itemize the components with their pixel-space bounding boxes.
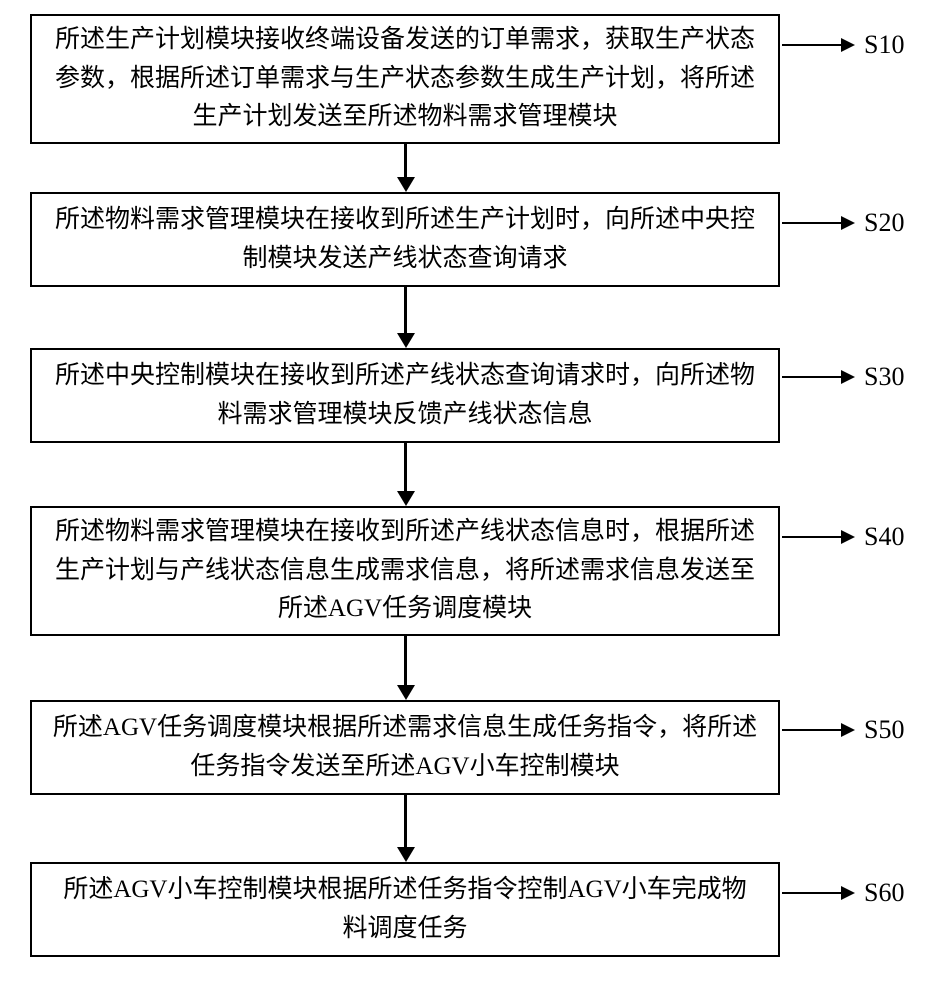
arrow-right-icon [841,38,855,52]
step-text: 所述AGV任务调度模块根据所述需求信息生成任务指令，将所述任务指令发送至所述AG… [52,709,758,787]
arrow-right-icon [841,886,855,900]
flowchart-canvas: 所述生产计划模块接收终端设备发送的订单需求，获取生产状态参数，根据所述订单需求与… [0,0,931,1000]
arrow-right-icon [841,370,855,384]
step-box-s50: 所述AGV任务调度模块根据所述需求信息生成任务指令，将所述任务指令发送至所述AG… [30,700,780,795]
arrow-down-icon [397,491,415,506]
step-label-s50: S50 [864,715,904,745]
connector-arrow [404,443,407,491]
arrow-down-icon [397,333,415,348]
step-label-s10: S10 [864,30,904,60]
step-text: 所述中央控制模块在接收到所述产线状态查询请求时，向所述物料需求管理模块反馈产线状… [52,357,758,435]
label-connector [782,376,841,378]
arrow-down-icon [397,847,415,862]
arrow-down-icon [397,685,415,700]
label-connector [782,222,841,224]
step-box-s30: 所述中央控制模块在接收到所述产线状态查询请求时，向所述物料需求管理模块反馈产线状… [30,348,780,443]
arrow-right-icon [841,723,855,737]
step-text: 所述物料需求管理模块在接收到所述生产计划时，向所述中央控制模块发送产线状态查询请… [52,201,758,279]
label-connector [782,892,841,894]
step-text: 所述生产计划模块接收终端设备发送的订单需求，获取生产状态参数，根据所述订单需求与… [52,21,758,137]
connector-arrow [404,287,407,333]
step-box-s10: 所述生产计划模块接收终端设备发送的订单需求，获取生产状态参数，根据所述订单需求与… [30,14,780,144]
step-text: 所述AGV小车控制模块根据所述任务指令控制AGV小车完成物料调度任务 [52,871,758,949]
step-label-s60: S60 [864,878,904,908]
step-box-s60: 所述AGV小车控制模块根据所述任务指令控制AGV小车完成物料调度任务 [30,862,780,957]
connector-arrow [404,795,407,847]
step-label-s40: S40 [864,522,904,552]
label-connector [782,729,841,731]
label-connector [782,44,841,46]
arrow-right-icon [841,530,855,544]
step-box-s20: 所述物料需求管理模块在接收到所述生产计划时，向所述中央控制模块发送产线状态查询请… [30,192,780,287]
connector-arrow [404,144,407,177]
step-text: 所述物料需求管理模块在接收到所述产线状态信息时，根据所述生产计划与产线状态信息生… [52,513,758,629]
connector-arrow [404,636,407,685]
arrow-down-icon [397,177,415,192]
step-box-s40: 所述物料需求管理模块在接收到所述产线状态信息时，根据所述生产计划与产线状态信息生… [30,506,780,636]
step-label-s30: S30 [864,362,904,392]
label-connector [782,536,841,538]
step-label-s20: S20 [864,208,904,238]
arrow-right-icon [841,216,855,230]
